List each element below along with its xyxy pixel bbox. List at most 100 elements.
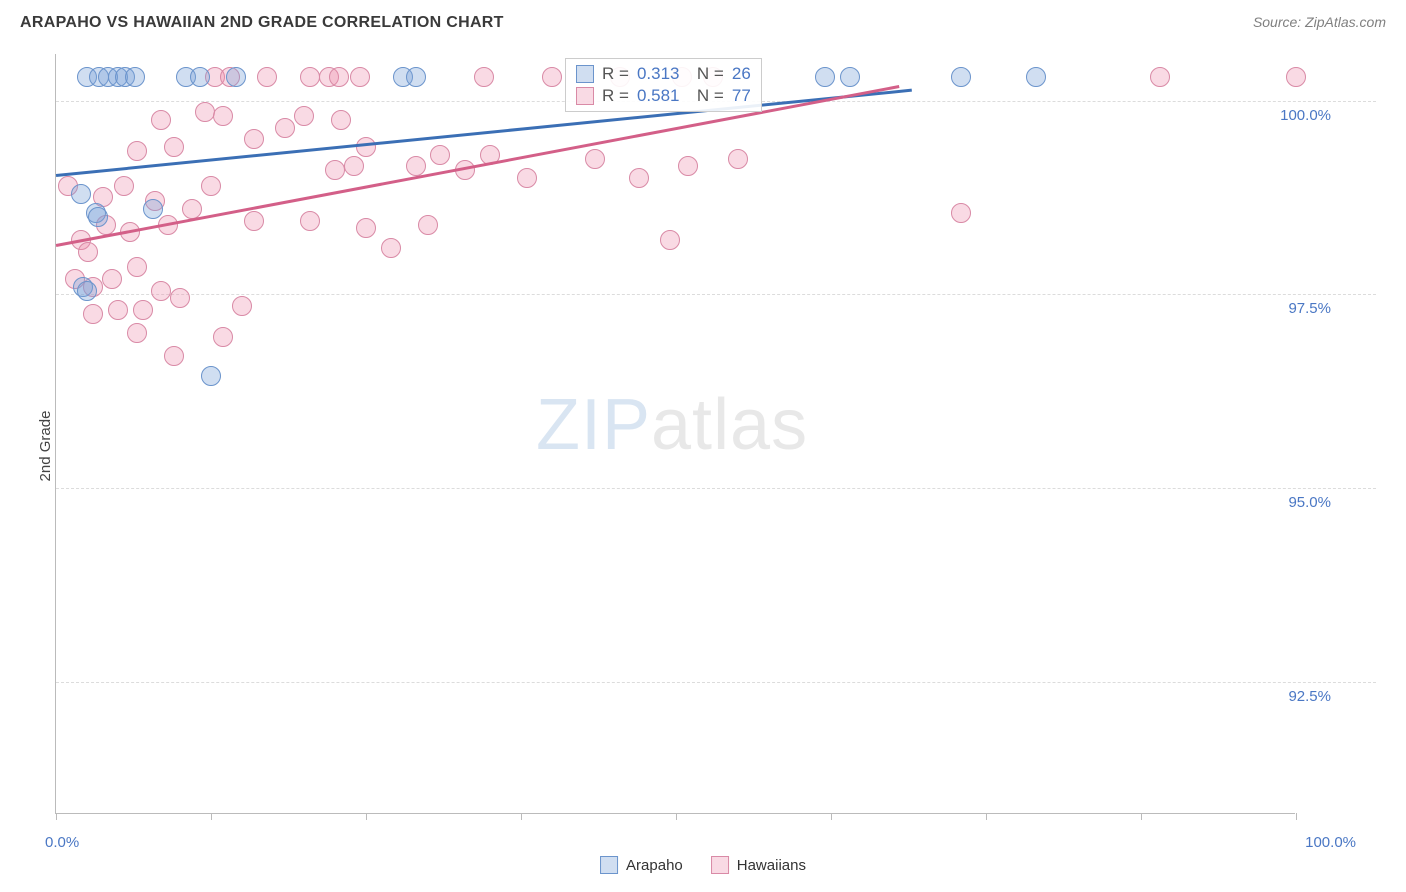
data-point bbox=[133, 300, 153, 320]
data-point bbox=[585, 149, 605, 169]
y-tick-label: 97.5% bbox=[1251, 300, 1331, 317]
x-axis-min-label: 0.0% bbox=[45, 834, 79, 851]
data-point bbox=[108, 300, 128, 320]
data-point bbox=[951, 67, 971, 87]
data-point bbox=[125, 67, 145, 87]
series-swatch bbox=[576, 87, 594, 105]
data-point bbox=[542, 67, 562, 87]
data-point bbox=[114, 176, 134, 196]
data-point bbox=[127, 323, 147, 343]
legend-item: Arapaho bbox=[600, 856, 683, 874]
x-tick bbox=[1296, 813, 1297, 820]
data-point bbox=[213, 327, 233, 347]
n-value: 26 bbox=[732, 64, 751, 84]
data-point bbox=[344, 156, 364, 176]
data-point bbox=[151, 281, 171, 301]
stats-row: R = 0.313 N = 26 bbox=[576, 63, 751, 85]
r-value: 0.313 bbox=[637, 64, 680, 84]
r-value: 0.581 bbox=[637, 86, 680, 106]
data-point bbox=[170, 288, 190, 308]
data-point bbox=[226, 67, 246, 87]
data-point bbox=[213, 106, 233, 126]
legend-label: Arapaho bbox=[626, 857, 683, 874]
data-point bbox=[83, 304, 103, 324]
data-point bbox=[190, 67, 210, 87]
data-point bbox=[815, 67, 835, 87]
data-point bbox=[300, 67, 320, 87]
chart-header: ARAPAHO VS HAWAIIAN 2ND GRADE CORRELATIO… bbox=[20, 14, 1386, 40]
legend: Arapaho Hawaiians bbox=[600, 856, 806, 874]
series-swatch bbox=[576, 65, 594, 83]
data-point bbox=[244, 211, 264, 231]
y-tick-label: 100.0% bbox=[1251, 107, 1331, 124]
x-tick bbox=[676, 813, 677, 820]
data-point bbox=[1026, 67, 1046, 87]
data-point bbox=[350, 67, 370, 87]
gridline bbox=[56, 294, 1376, 295]
data-point bbox=[517, 168, 537, 188]
gridline bbox=[56, 682, 1376, 683]
data-point bbox=[275, 118, 295, 138]
data-point bbox=[164, 346, 184, 366]
data-point bbox=[201, 366, 221, 386]
n-value: 77 bbox=[732, 86, 751, 106]
data-point bbox=[1150, 67, 1170, 87]
scatter-plot-area: ZIPatlas 100.0%97.5%95.0%92.5% bbox=[55, 54, 1295, 814]
data-point bbox=[78, 242, 98, 262]
data-point bbox=[660, 230, 680, 250]
chart-title: ARAPAHO VS HAWAIIAN 2ND GRADE CORRELATIO… bbox=[20, 14, 504, 31]
data-point bbox=[728, 149, 748, 169]
legend-swatch bbox=[711, 856, 729, 874]
data-point bbox=[629, 168, 649, 188]
data-point bbox=[164, 137, 184, 157]
data-point bbox=[201, 176, 221, 196]
data-point bbox=[325, 160, 345, 180]
data-point bbox=[430, 145, 450, 165]
data-point bbox=[406, 156, 426, 176]
data-point bbox=[244, 129, 264, 149]
watermark: ZIPatlas bbox=[536, 384, 808, 466]
x-tick bbox=[831, 813, 832, 820]
y-tick-label: 92.5% bbox=[1251, 688, 1331, 705]
data-point bbox=[143, 199, 163, 219]
x-tick bbox=[521, 813, 522, 820]
x-tick bbox=[366, 813, 367, 820]
data-point bbox=[418, 215, 438, 235]
data-point bbox=[127, 257, 147, 277]
data-point bbox=[127, 141, 147, 161]
source-attribution: Source: ZipAtlas.com bbox=[1253, 14, 1386, 30]
data-point bbox=[102, 269, 122, 289]
data-point bbox=[257, 67, 277, 87]
stats-row: R = 0.581 N = 77 bbox=[576, 85, 751, 107]
data-point bbox=[232, 296, 252, 316]
data-point bbox=[1286, 67, 1306, 87]
data-point bbox=[195, 102, 215, 122]
data-point bbox=[951, 203, 971, 223]
data-point bbox=[474, 67, 494, 87]
data-point bbox=[329, 67, 349, 87]
trend-line bbox=[56, 85, 900, 246]
data-point bbox=[381, 238, 401, 258]
data-point bbox=[356, 218, 376, 238]
legend-item: Hawaiians bbox=[711, 856, 806, 874]
gridline bbox=[56, 488, 1376, 489]
data-point bbox=[406, 67, 426, 87]
data-point bbox=[294, 106, 314, 126]
x-tick bbox=[986, 813, 987, 820]
data-point bbox=[331, 110, 351, 130]
data-point bbox=[71, 184, 91, 204]
data-point bbox=[77, 281, 97, 301]
correlation-stats-box: R = 0.313 N = 26R = 0.581 N = 77 bbox=[565, 58, 762, 112]
legend-swatch bbox=[600, 856, 618, 874]
data-point bbox=[88, 207, 108, 227]
y-tick-label: 95.0% bbox=[1251, 494, 1331, 511]
x-axis-max-label: 100.0% bbox=[1305, 834, 1356, 851]
y-axis-label: 2nd Grade bbox=[37, 411, 54, 482]
data-point bbox=[356, 137, 376, 157]
x-tick bbox=[211, 813, 212, 820]
data-point bbox=[300, 211, 320, 231]
x-tick bbox=[56, 813, 57, 820]
data-point bbox=[151, 110, 171, 130]
legend-label: Hawaiians bbox=[737, 857, 806, 874]
data-point bbox=[678, 156, 698, 176]
